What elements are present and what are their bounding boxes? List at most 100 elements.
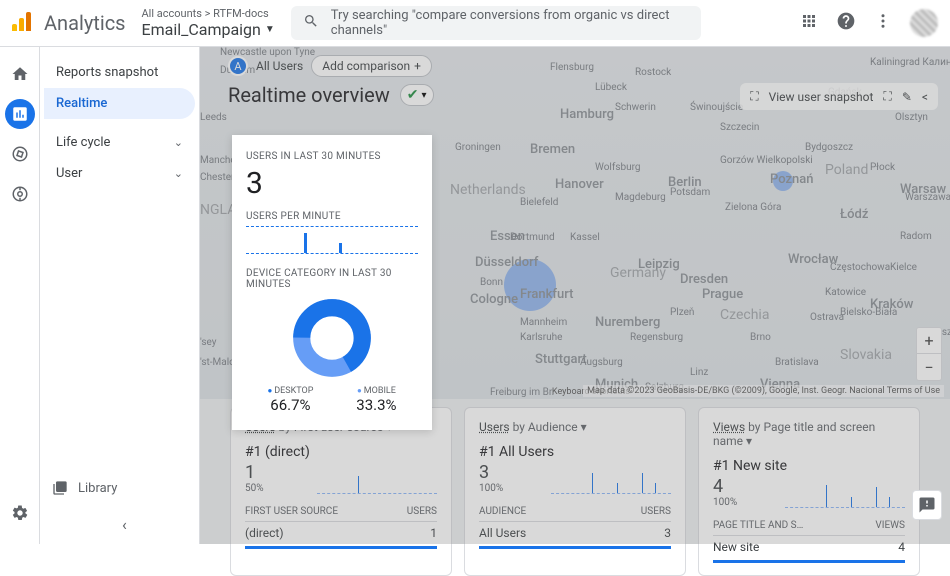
nav-collapse-icon[interactable]: ‹ [122, 515, 127, 534]
map-city-label: Wolfsburg [595, 162, 641, 173]
segment-a-label: All Users [256, 59, 303, 73]
metric-card: Views by Page title and screen name ▾ #1… [698, 407, 920, 576]
table-col1: FIRST USER SOURCE [245, 506, 338, 517]
explore-icon[interactable] [5, 139, 35, 169]
map-city-label: Linz [690, 367, 708, 378]
map-city-label: Kassel [570, 232, 600, 243]
map-city-label: Dortmund [510, 232, 555, 243]
map-city-label: Olsztyn [895, 112, 928, 123]
map-city-label: Cologne [470, 292, 518, 307]
help-icon[interactable] [836, 11, 856, 35]
map-city-label: Bonn [480, 277, 503, 288]
map-country-label: Netherlands [450, 182, 526, 198]
view-user-snapshot-button[interactable]: View user snapshot [769, 90, 874, 104]
map-city-label: Zielona Góra [725, 202, 781, 213]
nav-lifecycle[interactable]: Life cycle⌄ [44, 127, 195, 158]
progress-bar [245, 546, 437, 549]
map-city-label: Brno [750, 332, 771, 343]
card-rank: #1 (direct) [245, 444, 437, 460]
library-icon [52, 480, 68, 496]
map-city-label: Łódź [840, 207, 868, 222]
share-icon[interactable]: < [922, 90, 928, 104]
page-title: Realtime overview [228, 83, 390, 107]
more-icon[interactable] [874, 12, 892, 34]
card-rank: #1 New site [713, 458, 905, 474]
feedback-icon [918, 496, 936, 514]
map-city-label: Ostrava [810, 312, 844, 323]
table-row[interactable]: All Users3 [479, 522, 671, 544]
map-city-label: Warszawa [905, 192, 950, 203]
settings-icon[interactable] [5, 498, 35, 528]
card-sparkline [317, 466, 437, 494]
map-city-label: Katowice [825, 287, 866, 298]
chevron-down-icon: ⌄ [174, 136, 183, 149]
progress-bar [713, 560, 905, 563]
device-desktop: DESKTOP 66.7% [267, 386, 313, 414]
nav-library[interactable]: Library [52, 480, 117, 496]
brand-name: Analytics [44, 11, 126, 35]
advertising-icon[interactable] [5, 179, 35, 209]
comparison-chips: A All Users Add comparison+ [228, 55, 432, 77]
card-title[interactable]: Views by Page title and screen name ▾ [713, 420, 905, 448]
avatar[interactable] [910, 9, 938, 37]
card-sparkline [551, 466, 671, 494]
map-city-label: Stuttgart [535, 352, 587, 367]
zoom-out-button[interactable]: − [917, 354, 941, 380]
reports-icon[interactable] [5, 99, 35, 129]
metric-card: Users by First user source ▾ #1 (direct)… [230, 407, 452, 576]
map-city-label: Groningen [455, 142, 501, 153]
table-col2: USERS [407, 506, 437, 517]
map-city-label: Bremen [530, 142, 575, 157]
map-city-label: Karlsruhe [520, 332, 562, 343]
check-icon: ✔ [407, 87, 419, 103]
card-sparkline [785, 480, 905, 508]
home-icon[interactable] [5, 59, 35, 89]
table-row[interactable]: (direct)1 [245, 522, 437, 544]
account-picker[interactable]: All accounts > RTFM-docs Email_Campaign▼ [142, 7, 275, 39]
map-city-label: Poznań [770, 172, 814, 187]
map-city-label: Frankfurt [520, 287, 573, 302]
search-input[interactable]: Try searching "compare conversions from … [291, 6, 701, 40]
table-col1: AUDIENCE [479, 506, 526, 517]
card-rank: #1 All Users [479, 444, 671, 460]
title-row: Realtime overview ✔▾ [228, 83, 434, 107]
segment-a-badge[interactable]: A [228, 56, 248, 76]
map-city-label: Kaliningrad Калининград [870, 57, 950, 68]
bottom-cards-row: Users by First user source ▾ #1 (direct)… [230, 407, 920, 576]
map-city-label: Prague [702, 287, 743, 302]
feedback-button[interactable] [912, 490, 942, 520]
map-city-label: Augsburg [580, 357, 623, 368]
card-sub: 50% [245, 483, 264, 494]
edit-icon[interactable]: ✎ [902, 90, 912, 104]
device-category-label: DEVICE CATEGORY IN LAST 30 MINUTES [246, 268, 418, 290]
map-city-label: Dresden [680, 272, 728, 287]
map-city-label: Gorzów Wielkopolski [720, 155, 813, 166]
users-30min-value: 3 [246, 166, 418, 201]
users-per-minute-chart [246, 226, 418, 254]
map-city-label: Nuremberg [595, 315, 660, 330]
chevron-down-icon: ▾ [421, 90, 426, 101]
card-title[interactable]: Users by Audience ▾ [479, 420, 671, 434]
device-donut-chart [292, 298, 372, 378]
apps-icon[interactable] [800, 12, 818, 34]
map-attribution: Map data ©2023 GeoBasis-DE/BKG (©2009), … [583, 385, 944, 397]
map-city-label: Płock [870, 162, 895, 173]
map-city-label: Świnoujście [690, 102, 743, 113]
zoom-in-button[interactable]: + [917, 328, 941, 354]
map-country-label: Slovakia [840, 347, 892, 363]
nav-realtime[interactable]: Realtime [44, 88, 195, 119]
chevron-down-icon: ▼ [265, 24, 275, 36]
map-city-label: Hanover [555, 177, 604, 192]
table-col2: USERS [641, 506, 671, 517]
card-sub: 100% [713, 497, 737, 508]
search-icon [303, 13, 319, 33]
nav-user[interactable]: User⌄ [44, 158, 195, 189]
add-comparison-button[interactable]: Add comparison+ [311, 55, 432, 77]
map-city-label: Częstochowa [830, 262, 890, 273]
fullscreen-icon[interactable]: ⛶ [883, 89, 891, 104]
status-chip[interactable]: ✔▾ [400, 84, 434, 106]
users-per-minute-label: USERS PER MINUTE [246, 211, 418, 222]
table-row[interactable]: New site4 [713, 536, 905, 558]
device-mobile: MOBILE 33.3% [356, 386, 396, 414]
nav-reports-snapshot[interactable]: Reports snapshot [44, 57, 195, 88]
